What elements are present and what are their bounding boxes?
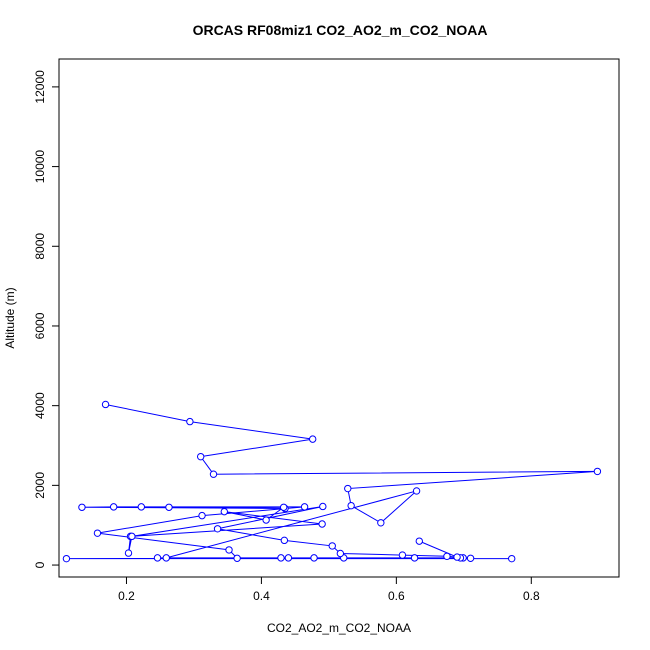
data-point [124,549,133,557]
y-tick-label: 8000 [33,233,47,260]
data-point [410,554,419,562]
data-point [284,554,293,562]
data-point [153,554,162,562]
data-point [78,503,86,511]
data-point [262,516,270,524]
data-point [220,507,229,516]
data-point [225,546,233,554]
data-point [213,525,222,533]
data-point [300,503,309,511]
data-point [310,554,318,562]
y-tick-label: 4000 [33,392,47,419]
data-point [109,503,118,511]
data-point [186,417,194,426]
x-tick-label: 0.6 [388,589,405,603]
data-point [93,529,102,537]
y-tick-label: 6000 [33,312,47,339]
data-point [593,467,602,476]
data-point [62,554,71,563]
data-point [165,503,173,511]
chart-title: ORCAS RF08miz1 CO2_AO2_m_CO2_NOAA [193,22,488,38]
data-point [412,487,421,495]
data-point [162,554,170,562]
data-point [453,553,461,561]
data-point [347,501,355,510]
series-line [66,403,598,560]
data-point [377,519,385,527]
data-point [279,503,288,511]
data-point [318,520,326,528]
data-point [443,552,451,560]
y-tick-label: 12000 [33,70,47,104]
x-axis: 0.2 0.4 0.6 0.8 [118,576,540,603]
y-tick-label: 0 [33,561,47,568]
data-point [344,484,352,493]
data-point [336,549,345,558]
data-point [328,542,336,550]
x-axis-label: CO2_AO2_m_CO2_NOAA [267,621,411,635]
x-tick-label: 0.2 [118,589,135,603]
data-point [209,470,218,478]
y-tick-label: 2000 [33,472,47,499]
data-point [101,400,110,409]
data-point [198,511,206,520]
series-layer [62,400,602,563]
y-tick-label: 10000 [33,150,47,184]
data-point [466,554,475,562]
data-point [508,554,516,563]
data-point [398,551,407,559]
data-point [280,536,289,545]
x-tick-label: 0.4 [253,589,270,603]
data-point [308,435,317,443]
data-point [137,503,146,511]
data-point [196,452,205,461]
data-point [277,554,285,562]
data-point [319,502,327,511]
y-axis: 0 2000 4000 6000 8000 10000 12000 [33,70,60,568]
x-tick-label: 0.8 [523,589,540,603]
data-point [415,537,423,545]
data-point [128,532,136,541]
y-axis-label: Altitude (m) [3,287,17,348]
data-point [233,554,241,562]
